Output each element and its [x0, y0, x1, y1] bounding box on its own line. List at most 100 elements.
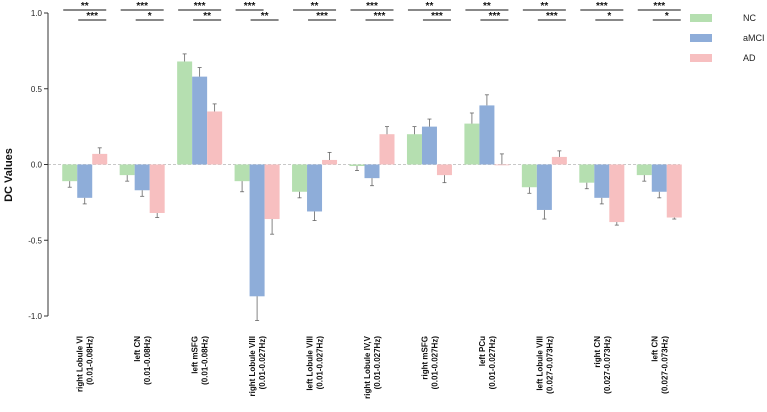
bar-ad — [149, 164, 165, 213]
bar-nc — [579, 164, 595, 183]
category-label: left CN (0.01-0.08Hz) — [133, 336, 152, 385]
bar-ad — [264, 164, 280, 220]
significance-layer: ****************************************… — [63, 1, 681, 22]
y-axis-title: DC Values — [3, 148, 15, 202]
significance-label: *** — [546, 11, 558, 22]
significance-label: * — [607, 11, 611, 22]
bar-nc — [636, 164, 652, 176]
significance-label: ** — [261, 11, 269, 22]
bar-amci — [134, 164, 150, 191]
category-label-band: (0.01-0.027Hz) — [316, 336, 325, 390]
category-label-name: right mSFG — [420, 336, 429, 380]
bar-nc — [464, 123, 480, 165]
category-label-name: right Lobule IV,V — [363, 335, 372, 398]
category-label-name: right CN — [593, 336, 602, 368]
category-label-band: (0.01-0.027Hz) — [430, 336, 439, 390]
category-label: left CN (0.027-0.073Hz) — [650, 336, 669, 394]
bar-nc — [62, 164, 78, 182]
significance-label: ** — [311, 1, 319, 12]
category-label: left PCu (0.01-0.027Hz) — [478, 336, 497, 390]
bar-nc — [521, 164, 537, 188]
bar-ad — [609, 164, 625, 223]
legend: NC aMCI AD — [690, 13, 765, 63]
category-label-band: (0.01-0.08Hz) — [201, 336, 210, 385]
category-label-name: left CN — [650, 336, 659, 362]
category-label-name: left PCu — [478, 336, 487, 366]
category-label-band: (0.01-0.027Hz) — [373, 336, 382, 390]
category-label-band: (0.01-0.027Hz) — [488, 336, 497, 390]
category-label: left Lobule VIII (0.01-0.027Hz) — [306, 336, 325, 391]
category-label-name: left Lobule VIII — [306, 336, 315, 391]
category-label-band: (0.01-0.08Hz) — [143, 336, 152, 385]
significance-label: *** — [596, 1, 608, 12]
significance-label: *** — [194, 1, 206, 12]
significance-label: *** — [489, 11, 501, 22]
significance-label: *** — [136, 1, 148, 12]
significance-label: ** — [483, 1, 491, 12]
category-label: right CN (0.027-0.073Hz) — [593, 336, 612, 394]
legend-swatch-amci — [690, 34, 712, 42]
significance-label: ** — [426, 1, 434, 12]
bar-amci — [249, 164, 265, 297]
category-label: left Lobule VIII (0.027-0.073Hz) — [535, 336, 554, 394]
bar-ad — [436, 164, 452, 176]
y-tick-label: 1.0 — [31, 9, 43, 18]
significance-label: ** — [540, 1, 548, 12]
significance-label: *** — [316, 11, 328, 22]
bar-nc — [406, 134, 422, 165]
category-label-band: (0.027-0.073Hz) — [545, 336, 554, 394]
bar-amci — [77, 164, 93, 198]
legend-swatch-ad — [690, 54, 712, 62]
significance-label: *** — [366, 1, 378, 12]
legend-label-amci: aMCI — [743, 33, 765, 43]
significance-label: *** — [431, 11, 443, 22]
y-tick-label: -0.5 — [28, 236, 42, 245]
significance-label: * — [665, 11, 669, 22]
significance-label: *** — [244, 1, 256, 12]
significance-label: *** — [374, 11, 386, 22]
bar-nc — [292, 164, 308, 192]
bar-ad — [92, 153, 108, 165]
bar-amci — [651, 164, 667, 192]
category-label-band: (0.027-0.073Hz) — [660, 336, 669, 394]
bar-ad — [494, 164, 510, 166]
bar-nc — [177, 61, 193, 165]
bar-ad — [207, 111, 223, 165]
bar-amci — [479, 105, 495, 165]
bar-nc — [234, 164, 250, 182]
legend-label-nc: NC — [743, 13, 756, 23]
bars-layer — [62, 53, 682, 321]
category-label-name: left Lobule VIII — [535, 336, 544, 391]
bar-ad — [666, 164, 682, 218]
bar-amci — [192, 76, 208, 165]
bar-amci — [536, 164, 552, 210]
legend-swatch-nc — [690, 14, 712, 22]
significance-label: * — [148, 11, 152, 22]
significance-label: *** — [653, 1, 665, 12]
category-label-name: right Lobule VI — [76, 336, 85, 392]
bar-amci — [594, 164, 610, 198]
legend-label-ad: AD — [743, 53, 756, 63]
category-label: right Lobule IV,V (0.01-0.027Hz) — [363, 335, 382, 398]
category-label-band: (0.027-0.073Hz) — [603, 336, 612, 394]
y-axis: 1.0 0.5 0.0 -0.5 -1.0 — [28, 9, 49, 321]
category-label: right Lobule VIII (0.01-0.027Hz) — [248, 336, 267, 397]
category-label: left mSFG (0.01-0.08Hz) — [191, 336, 210, 385]
significance-label: *** — [86, 11, 98, 22]
y-tick-label: 0.5 — [31, 85, 43, 94]
category-label-name: left CN — [133, 336, 142, 362]
category-label-name: right Lobule VIII — [248, 336, 257, 396]
y-tick-label: -1.0 — [28, 312, 42, 321]
bar-ad — [379, 134, 395, 165]
category-label-band: (0.01-0.08Hz) — [86, 336, 95, 385]
significance-label: ** — [81, 1, 89, 12]
bar-amci — [364, 164, 380, 179]
bar-ad — [322, 159, 338, 165]
x-axis-category-labels: right Lobule VI (0.01-0.08Hz) left CN (0.01… — [76, 335, 670, 398]
bar-amci — [421, 126, 437, 165]
bar-nc — [119, 164, 135, 176]
bar-amci — [307, 164, 323, 212]
bar-nc — [349, 164, 365, 167]
bar-ad — [551, 156, 567, 165]
category-label: right mSFG (0.01-0.027Hz) — [420, 336, 439, 390]
